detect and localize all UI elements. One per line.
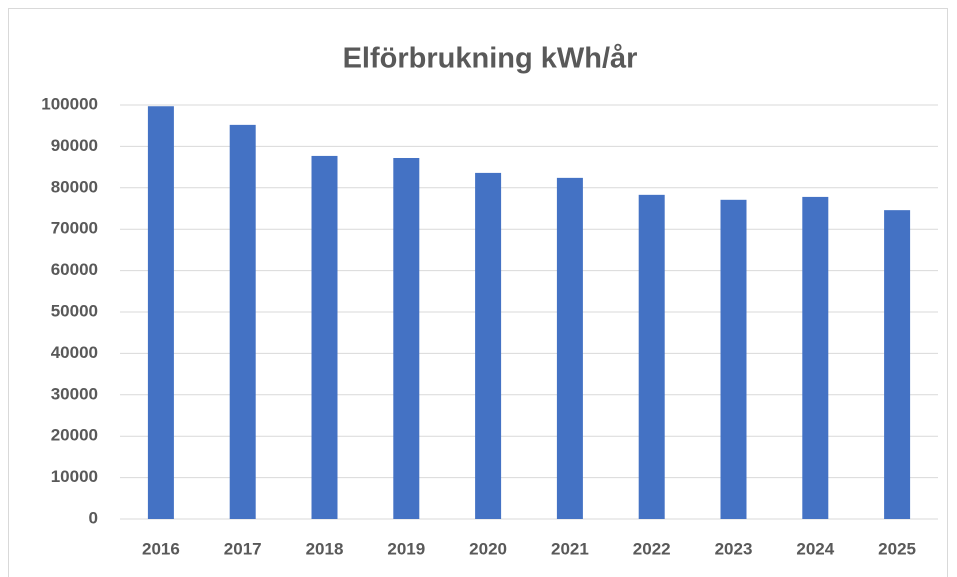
x-tick-label: 2016 (142, 539, 180, 558)
bar (475, 172, 502, 519)
bar (556, 177, 583, 519)
y-tick-label: 30000 (51, 384, 98, 403)
bar (720, 199, 747, 519)
bar (393, 157, 420, 519)
y-tick-label: 0 (89, 508, 98, 527)
y-tick-label: 60000 (51, 260, 98, 279)
bar (802, 196, 829, 519)
x-tick-label: 2022 (633, 539, 671, 558)
y-tick-label: 80000 (51, 177, 98, 196)
x-tick-label: 2019 (387, 539, 425, 558)
x-tick-label: 2017 (224, 539, 262, 558)
y-tick-label: 20000 (51, 426, 98, 445)
y-tick-label: 40000 (51, 343, 98, 362)
x-tick-label: 2025 (878, 539, 916, 558)
x-tick-label: 2023 (715, 539, 753, 558)
y-tick-label: 100000 (41, 94, 98, 113)
bar (147, 106, 174, 519)
x-tick-label: 2021 (551, 539, 589, 558)
bar (229, 124, 256, 519)
bar (884, 210, 911, 519)
x-tick-label: 2018 (306, 539, 344, 558)
y-tick-label: 10000 (51, 467, 98, 486)
x-tick-label: 2024 (796, 539, 834, 558)
x-tick-label: 2020 (469, 539, 507, 558)
bar (311, 155, 338, 519)
chart-title: Elförbrukning kWh/år (343, 43, 638, 75)
bar (638, 194, 665, 519)
y-tick-label: 50000 (51, 301, 98, 320)
y-tick-label: 70000 (51, 219, 98, 238)
y-tick-label: 90000 (51, 136, 98, 155)
